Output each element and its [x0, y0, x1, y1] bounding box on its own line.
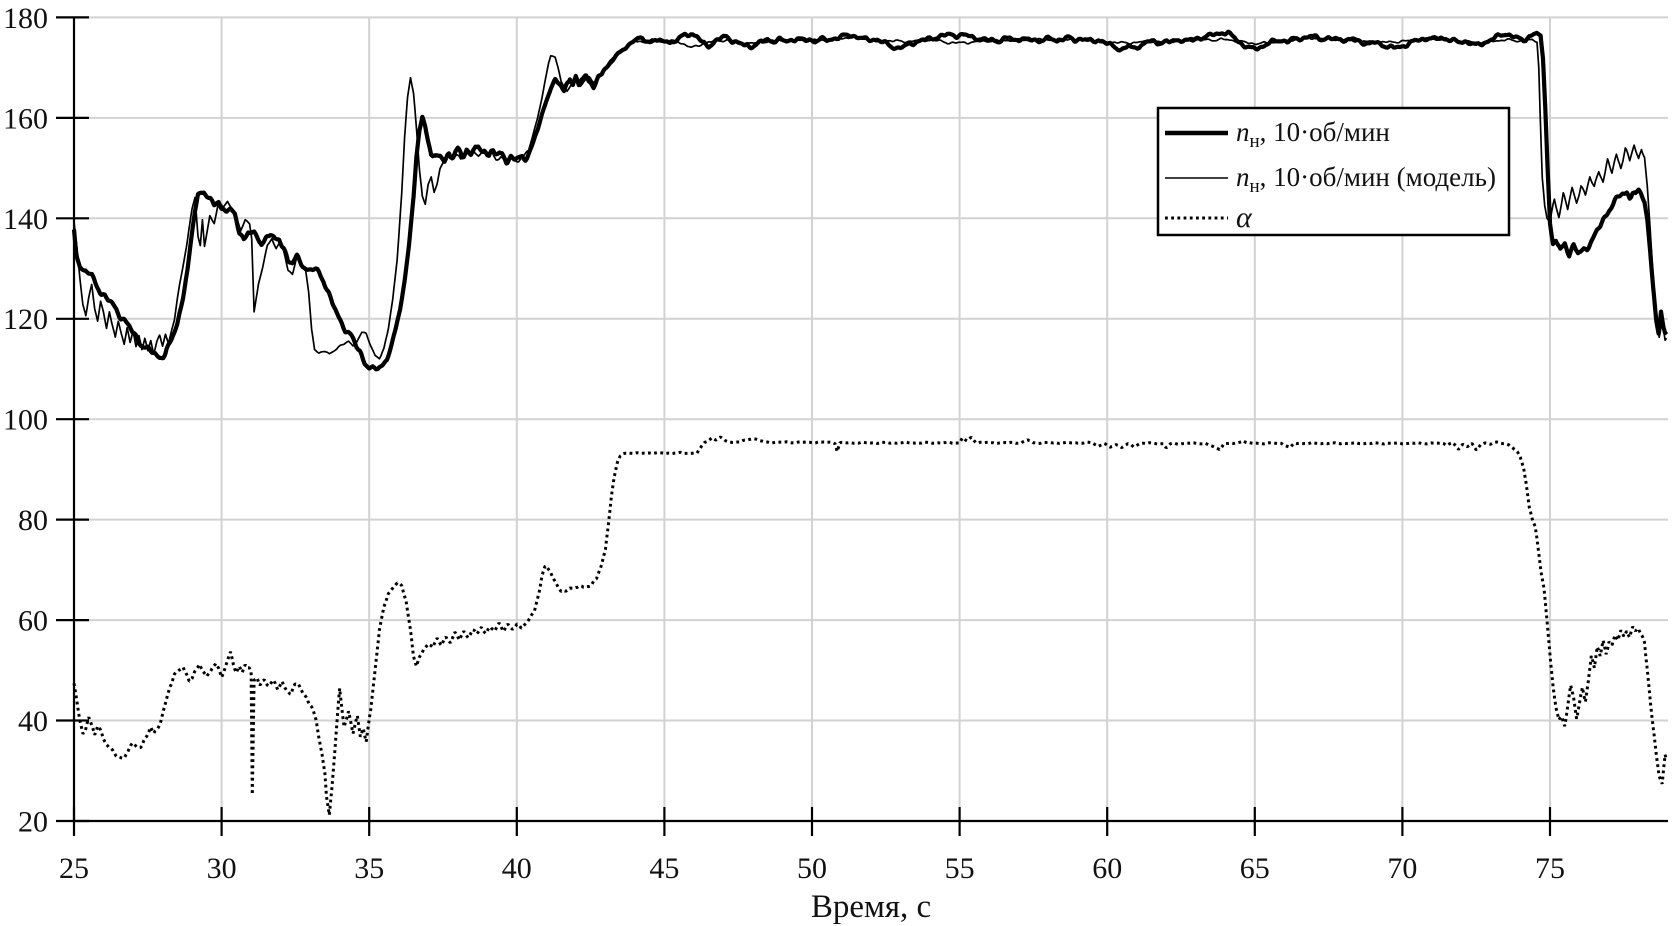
svg-text:nн, 10·об/мин (модель): nн, 10·об/мин (модель)	[1236, 162, 1496, 197]
svg-text:35: 35	[354, 852, 384, 885]
svg-text:180: 180	[3, 2, 48, 35]
svg-text:140: 140	[3, 203, 48, 236]
svg-text:25: 25	[59, 852, 89, 885]
svg-text:nн, 10·об/мин: nн, 10·об/мин	[1236, 117, 1390, 152]
svg-text:40: 40	[502, 852, 532, 885]
svg-text:65: 65	[1240, 852, 1270, 885]
svg-text:40: 40	[18, 705, 48, 738]
svg-text:α: α	[1236, 201, 1253, 234]
svg-text:120: 120	[3, 303, 48, 336]
svg-text:45: 45	[649, 852, 679, 885]
svg-text:70: 70	[1387, 852, 1417, 885]
svg-text:30: 30	[207, 852, 237, 885]
svg-text:80: 80	[18, 504, 48, 537]
svg-text:60: 60	[18, 605, 48, 638]
svg-text:100: 100	[3, 404, 48, 437]
svg-text:55: 55	[945, 852, 975, 885]
svg-text:75: 75	[1535, 852, 1565, 885]
svg-text:20: 20	[18, 806, 48, 839]
svg-text:60: 60	[1092, 852, 1122, 885]
svg-text:Время, с: Время, с	[811, 889, 931, 925]
svg-text:50: 50	[797, 852, 827, 885]
svg-text:160: 160	[3, 102, 48, 135]
